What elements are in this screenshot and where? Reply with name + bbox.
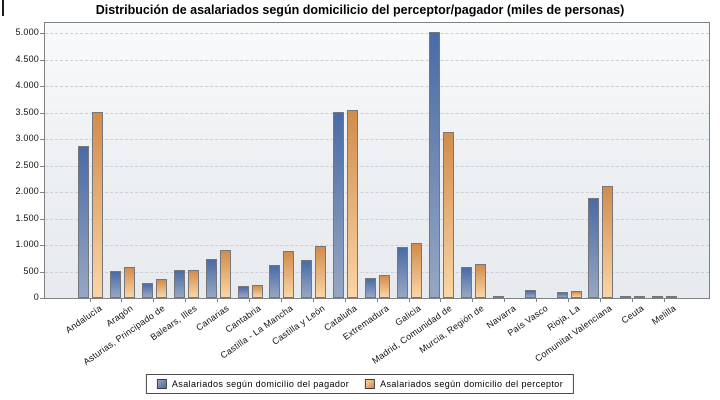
x-tick-mark <box>536 299 538 302</box>
bar-pagador <box>109 271 121 298</box>
legend-label: Asalariados según domicilio del percepto… <box>380 379 564 389</box>
y-tick-mark <box>40 192 44 193</box>
gridline <box>45 192 709 193</box>
bar-perceptor <box>347 110 359 298</box>
y-tick-label: 0 <box>33 292 39 302</box>
y-tick-label: 1.500 <box>15 212 39 223</box>
chart-title: Distribución de asalariados según domici… <box>95 3 625 17</box>
y-tick-mark <box>40 86 44 87</box>
y-tick-label: 3.500 <box>15 106 39 117</box>
bar-pagador <box>78 146 89 298</box>
legend-swatch-perceptor <box>365 379 376 389</box>
y-tick-mark <box>40 59 44 61</box>
x-tick-mark <box>249 299 250 302</box>
bar-perceptor <box>92 112 103 298</box>
y-tick-mark <box>40 298 44 299</box>
bar-pagador <box>365 278 377 298</box>
plot-area <box>44 22 710 299</box>
y-tick-mark <box>40 33 44 34</box>
x-tick-mark <box>121 299 123 302</box>
legend-item: Asalariados según domicilio del percepto… <box>365 379 563 389</box>
gridline <box>45 139 709 140</box>
x-tick-mark <box>153 299 155 302</box>
gridline <box>45 271 709 273</box>
bar-perceptor <box>219 250 231 298</box>
legend: Asalariados según domicilio del pagador A… <box>145 374 575 394</box>
screen-edge-artifact <box>2 0 4 16</box>
bar-pagador <box>492 296 504 298</box>
x-tick-mark <box>376 299 378 302</box>
x-tick-mark <box>185 299 187 302</box>
bar-perceptor <box>123 267 135 298</box>
bar-pagador <box>397 247 408 298</box>
legend-item: Asalariados según domicilio del pagador <box>156 379 350 389</box>
y-tick-label: 3.000 <box>15 133 39 143</box>
y-tick-label: 4.000 <box>15 80 39 90</box>
bar-pagador <box>205 259 217 298</box>
bar-perceptor <box>379 275 391 298</box>
y-tick-label: 5.000 <box>15 27 39 37</box>
bar-perceptor <box>315 246 327 298</box>
x-tick-mark <box>344 299 346 302</box>
gridline <box>45 112 709 114</box>
y-tick-label: 1.000 <box>15 239 39 249</box>
y-tick-mark <box>40 165 44 167</box>
bar-pagador <box>173 270 185 298</box>
gridline <box>45 59 709 61</box>
legend-label: Asalariados según domicilio del pagador <box>171 379 350 389</box>
x-tick-mark <box>599 299 601 302</box>
x-tick-mark <box>408 299 410 302</box>
y-tick-label: 2.500 <box>15 159 39 170</box>
bar-pagador <box>460 267 472 298</box>
bar-perceptor <box>283 251 295 298</box>
bar-perceptor <box>155 279 167 298</box>
bar-pagador <box>524 290 536 298</box>
bar-perceptor <box>474 264 486 298</box>
bar-perceptor <box>442 132 454 298</box>
y-tick-mark <box>40 112 44 114</box>
bar-pagador <box>652 296 664 298</box>
bar-pagador <box>620 296 632 298</box>
gridline <box>45 86 709 87</box>
x-tick-mark <box>568 299 569 302</box>
bar-pagador <box>301 260 313 298</box>
y-tick-mark <box>40 139 44 140</box>
gridline <box>45 165 709 167</box>
x-tick-mark <box>440 299 442 302</box>
bar-perceptor <box>187 270 199 298</box>
x-tick-mark <box>504 299 506 302</box>
gridline <box>45 218 709 220</box>
bar-pagador <box>428 32 440 298</box>
bar-pagador <box>556 292 568 298</box>
x-tick-mark <box>280 299 282 302</box>
y-tick-mark <box>40 218 44 220</box>
bar-pagador <box>237 286 249 298</box>
bar-pagador <box>588 198 600 298</box>
y-tick-label: 4.500 <box>15 53 39 64</box>
x-tick-mark <box>631 299 633 302</box>
bar-perceptor <box>634 296 646 298</box>
gridline <box>45 33 709 34</box>
x-tick-mark <box>472 299 474 302</box>
y-tick-mark <box>40 245 44 246</box>
y-tick-mark <box>40 271 44 273</box>
bar-pagador <box>141 283 153 298</box>
bar-perceptor <box>666 296 678 298</box>
x-tick-mark <box>663 299 665 302</box>
bar-perceptor <box>570 291 582 298</box>
legend-swatch-pagador <box>156 379 167 389</box>
x-tick-mark <box>217 299 219 302</box>
bar-perceptor <box>251 285 263 298</box>
x-tick-mark <box>312 299 314 302</box>
gridline <box>45 245 709 246</box>
x-tick-mark <box>89 299 91 302</box>
bar-pagador <box>269 265 281 298</box>
bar-perceptor <box>602 186 614 298</box>
bar-perceptor <box>411 243 422 298</box>
y-tick-label: 2.000 <box>15 186 39 196</box>
bar-pagador <box>333 112 345 298</box>
y-tick-label: 500 <box>23 265 39 276</box>
